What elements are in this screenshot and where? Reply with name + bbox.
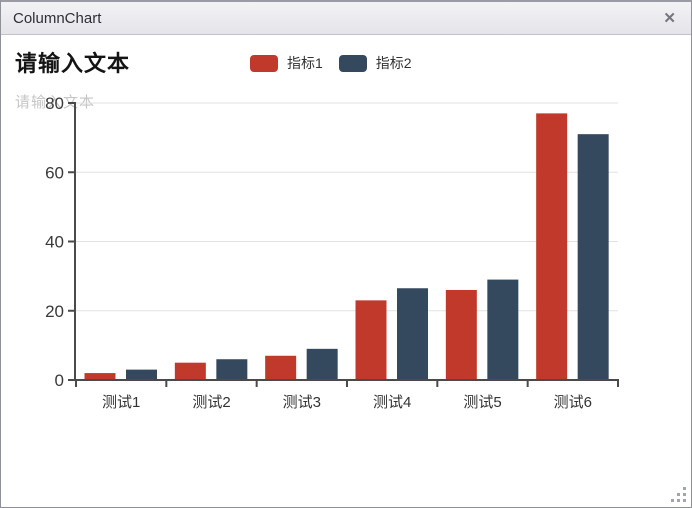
legend-label-series1: 指标1 xyxy=(287,55,323,71)
chart-bar-指标2-测试6[interactable] xyxy=(577,134,609,379)
legend-label-series2: 指标2 xyxy=(375,55,412,71)
y-axis-tick-label: 20 xyxy=(45,302,64,321)
legend-item-series1[interactable]: 指标1 xyxy=(250,53,323,73)
legend-item-series2[interactable]: 指标2 xyxy=(338,53,412,73)
x-axis-category-label: 测试1 xyxy=(102,394,140,411)
window-titlebar[interactable]: ColumnChart ✕ xyxy=(1,2,691,35)
y-axis-tick-label: 0 xyxy=(55,371,64,390)
chart-bar-指标2-测试1[interactable] xyxy=(126,369,157,379)
chart-bar-指标1-测试2[interactable] xyxy=(174,362,206,379)
close-icon[interactable]: ✕ xyxy=(663,9,676,27)
chart-bar-指标1-测试6[interactable] xyxy=(536,113,568,379)
column-chart-plot: 0 20 40 60 80 测试1 测试2 测试3 测试4 测试5 测试6 xyxy=(45,94,619,411)
legend-swatch-series2 xyxy=(338,54,367,72)
x-axis-category-label: 测试6 xyxy=(554,394,592,411)
chart-legend: 指标1 指标2 xyxy=(250,53,412,73)
chart-bar-指标2-测试2[interactable] xyxy=(216,359,248,379)
x-axis-category-label: 测试4 xyxy=(373,394,411,411)
legend-swatch-series1 xyxy=(250,54,278,72)
x-axis-category-label: 测试3 xyxy=(283,394,321,411)
chart-bar-指标2-测试4[interactable] xyxy=(397,288,428,379)
chart-bar-指标2-测试5[interactable] xyxy=(487,279,519,379)
chart-bar-指标2-测试3[interactable] xyxy=(306,348,338,379)
chart-bar-指标1-测试3[interactable] xyxy=(265,355,297,379)
y-axis-tick-label: 80 xyxy=(45,94,64,113)
x-axis-category-label: 测试2 xyxy=(192,394,230,411)
chart-bar-指标1-测试5[interactable] xyxy=(445,289,477,379)
x-axis-category-label: 测试5 xyxy=(463,394,501,411)
chart-bar-指标1-测试4[interactable] xyxy=(355,300,387,379)
resize-grip-icon[interactable] xyxy=(671,487,687,503)
y-axis-tick-label: 60 xyxy=(45,163,64,182)
y-axis-tick-label: 40 xyxy=(45,233,64,252)
window-title: ColumnChart xyxy=(13,9,102,27)
chart-title[interactable]: 请输入文本 xyxy=(15,51,131,76)
chart-bar-指标1-测试1[interactable] xyxy=(84,373,116,379)
